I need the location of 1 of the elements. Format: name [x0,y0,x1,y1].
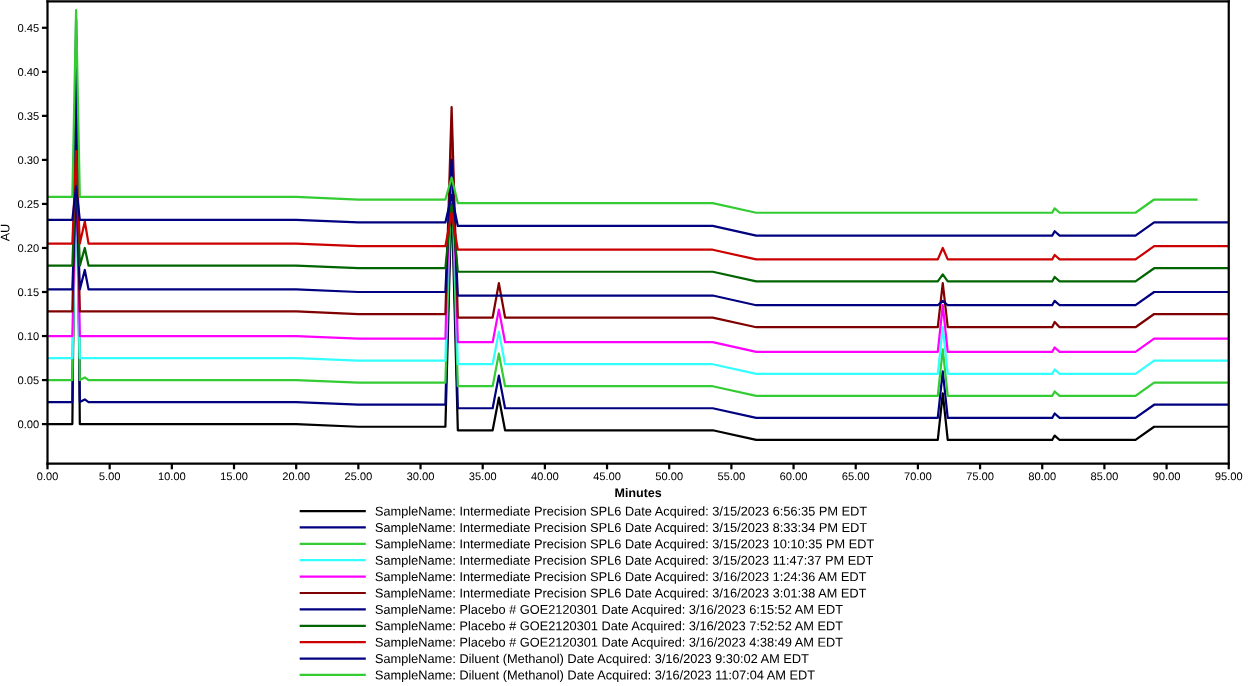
line-series [47,149,1229,261]
